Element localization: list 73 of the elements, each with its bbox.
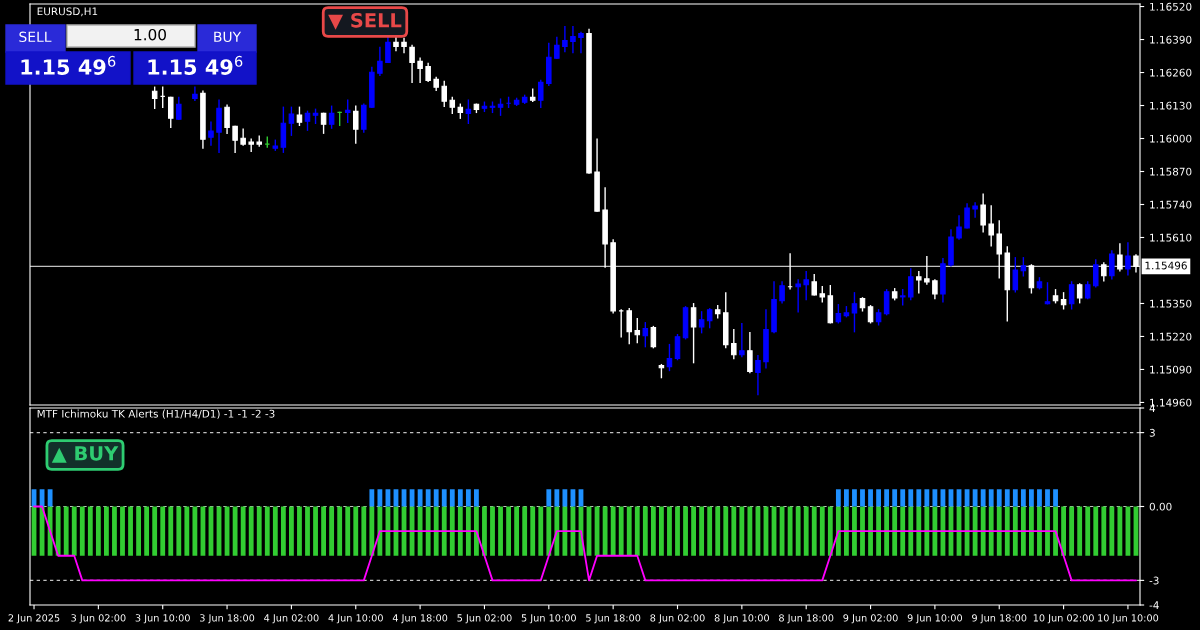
x-tick-label: 2 Jun 2025 (8, 614, 60, 624)
x-tick-label: 4 Jun 10:00 (328, 614, 383, 624)
x-tick-label: 9 Jun 02:00 (843, 614, 898, 624)
x-tick-label: 4 Jun 18:00 (392, 614, 448, 624)
x-tick-label: 8 Jun 18:00 (779, 614, 834, 624)
y-tick-label: 1.16520 (1150, 2, 1192, 11)
ref-line-label: 1.15496 (1145, 261, 1187, 270)
candlestick (361, 103, 367, 133)
chart-title: MTF Ichimoku TK Alerts (H1/H4/D1) -1 -1 -2 -3 (37, 409, 275, 419)
candlestick (167, 96, 174, 129)
annotation: ▲ BUY (51, 446, 119, 463)
y-tick-label: 0.00 (1149, 502, 1172, 511)
candlestick (988, 205, 994, 247)
candlestick (803, 271, 809, 301)
candlestick (151, 86, 158, 110)
candlestick (1092, 259, 1099, 288)
y-tick-label: 1.16390 (1150, 35, 1192, 44)
x-tick-label: 3 Jun 18:00 (200, 614, 255, 624)
candlestick (546, 42, 552, 86)
x-tick-label: 10 Jun 02:00 (1033, 614, 1094, 624)
candlestick (1076, 283, 1083, 304)
annotation: ▼ SELL (328, 12, 402, 30)
candlestick (731, 328, 737, 360)
annotation: SELL (19, 31, 52, 43)
x-tick-label: 3 Jun 02:00 (71, 614, 126, 624)
annotation: 1.15 49$^{6}$ (148, 55, 243, 75)
annotation: BUY (214, 31, 242, 43)
candlestick (972, 202, 978, 218)
x-tick-label: 5 Jun 02:00 (457, 614, 512, 624)
annotation: 1.15 49$^{6}$ (21, 55, 116, 75)
candlestick (634, 318, 641, 344)
y-tick-label: 1.15220 (1150, 332, 1192, 341)
x-tick-label: 9 Jun 18:00 (972, 614, 1027, 624)
y-tick-label: 1.15740 (1150, 200, 1192, 209)
candlestick (811, 274, 818, 296)
y-tick-label: 1.16260 (1150, 68, 1192, 77)
y-tick-label: -4 (1149, 601, 1159, 609)
candlestick (441, 80, 448, 107)
x-tick-label: 8 Jun 02:00 (650, 614, 705, 624)
annotation: 1.00 (134, 28, 166, 41)
candlestick (996, 220, 1003, 279)
x-tick-label: 10 Jun 10:00 (1098, 614, 1159, 624)
candlestick (176, 96, 182, 120)
candlestick (344, 99, 351, 123)
y-tick-label: 1.15610 (1150, 233, 1192, 242)
candlestick (916, 271, 922, 294)
candlestick (722, 292, 729, 349)
candlestick (907, 268, 914, 301)
x-tick-label: 4 Jun 02:00 (264, 614, 319, 624)
y-tick-label: 1.15090 (1150, 365, 1192, 374)
candlestick (924, 256, 930, 285)
x-tick-label: 5 Jun 10:00 (521, 614, 576, 624)
line-series (33, 505, 1137, 582)
y-tick-label: 1.15870 (1150, 167, 1192, 176)
x-tick-label: 9 Jun 10:00 (907, 614, 963, 624)
x-tick-label: 8 Jun 10:00 (714, 614, 769, 624)
candlestick (1004, 246, 1011, 322)
y-tick-label: 3 (1149, 428, 1155, 437)
candlestick (352, 105, 359, 144)
candlestick (642, 322, 649, 348)
x-tick-label: 5 Jun 18:00 (586, 614, 641, 624)
y-tick-label: 1.15350 (1150, 299, 1192, 308)
candlestick (1012, 257, 1019, 293)
y-tick-label: -3 (1149, 576, 1159, 585)
candlestick (706, 308, 713, 329)
candlestick (626, 308, 633, 345)
chart-title: EURUSD,H1 (37, 7, 98, 17)
y-tick-label: 1.16000 (1150, 134, 1192, 143)
y-tick-label: 1.16130 (1150, 101, 1192, 110)
candlestick (537, 79, 544, 108)
candlestick (1101, 262, 1107, 282)
candlestick (827, 285, 834, 324)
x-tick-label: 3 Jun 10:00 (135, 614, 190, 624)
